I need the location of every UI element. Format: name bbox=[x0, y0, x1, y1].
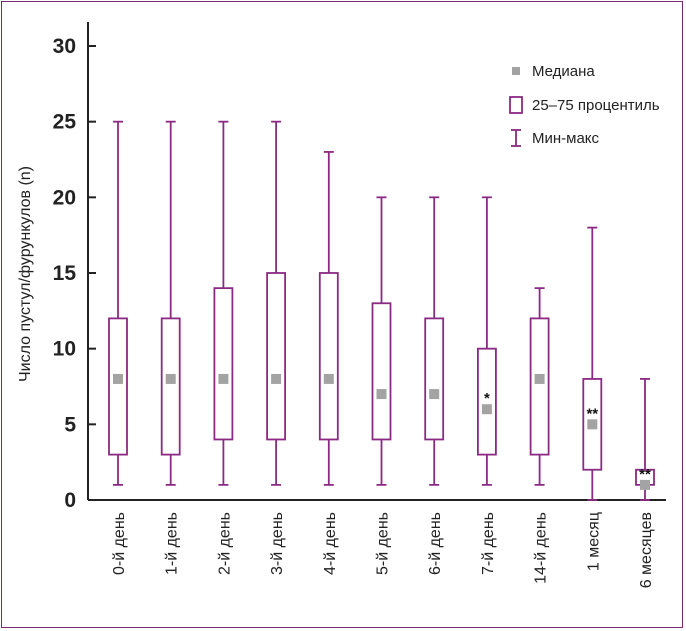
boxes: ***** bbox=[108, 120, 655, 501]
y-ticks: 0 5 10 15 20 25 30 bbox=[53, 35, 96, 512]
x-tick-label: 1-й день bbox=[164, 512, 181, 575]
iqr-box bbox=[371, 302, 392, 441]
legend-iqr-swatch bbox=[509, 96, 523, 114]
x-tick-label: 0-й день bbox=[111, 512, 128, 575]
median-marker bbox=[323, 373, 334, 384]
iqr-box bbox=[424, 317, 445, 441]
box-7: * bbox=[476, 196, 497, 486]
iqr-box bbox=[529, 317, 550, 456]
y-tick-label: 25 bbox=[53, 111, 77, 134]
box-10: ** bbox=[635, 378, 655, 501]
median-marker bbox=[429, 389, 440, 400]
x-tick-label: 4-й день bbox=[322, 512, 339, 575]
iqr-box bbox=[266, 272, 287, 441]
legend-median-label: Медиана bbox=[532, 63, 595, 80]
x-tick-label: 3-й день bbox=[269, 512, 286, 575]
box-9: ** bbox=[582, 226, 603, 501]
legend-iqr-label: 25–75 процентиль bbox=[532, 97, 660, 114]
median-marker bbox=[271, 373, 282, 384]
median-marker bbox=[218, 373, 229, 384]
median-marker bbox=[113, 373, 123, 384]
x-tick-label: 5-й день bbox=[375, 512, 392, 575]
legend-range-label: Мин-макс bbox=[532, 130, 600, 147]
median-marker bbox=[534, 373, 545, 384]
box-1 bbox=[160, 120, 181, 486]
significance-marker: ** bbox=[639, 466, 651, 483]
x-tick-label: 7-й день bbox=[480, 512, 497, 575]
iqr-box bbox=[318, 272, 339, 441]
iqr-box bbox=[213, 287, 234, 441]
legend-range-swatch bbox=[511, 129, 521, 147]
x-tick-label: 14-й день bbox=[533, 512, 550, 584]
iqr-box bbox=[160, 317, 181, 456]
x-tick-label: 2-й день bbox=[216, 512, 233, 575]
box-2 bbox=[213, 120, 234, 486]
median-marker bbox=[165, 373, 176, 384]
y-tick-label: 5 bbox=[64, 413, 76, 436]
iqr-box bbox=[108, 317, 128, 456]
y-tick-label: 20 bbox=[53, 186, 76, 209]
y-tick-label: 15 bbox=[53, 262, 77, 285]
axes bbox=[87, 22, 666, 501]
box-3 bbox=[266, 120, 287, 486]
y-tick-label: 10 bbox=[53, 338, 76, 361]
box-8 bbox=[529, 287, 550, 486]
legend: Медиана 25–75 процентиль Мин-макс bbox=[509, 63, 660, 147]
box-6 bbox=[424, 196, 445, 486]
x-tick-label: 6 месяцев bbox=[638, 512, 655, 588]
box-0 bbox=[108, 120, 128, 486]
median-marker bbox=[376, 389, 387, 400]
significance-marker: ** bbox=[586, 405, 598, 422]
box-4 bbox=[318, 151, 339, 486]
x-tick-label: 1 месяц bbox=[585, 512, 602, 571]
significance-marker: * bbox=[484, 390, 490, 407]
median-marker bbox=[640, 479, 650, 490]
box-5 bbox=[371, 196, 392, 486]
legend-median-swatch bbox=[512, 67, 520, 75]
y-axis-label: Число пустул/фурункулов (n) bbox=[17, 166, 34, 382]
x-tick-label: 6-й день bbox=[427, 512, 444, 575]
y-tick-label: 0 bbox=[64, 489, 76, 512]
y-tick-label: 30 bbox=[53, 35, 76, 58]
iqr-box bbox=[476, 347, 497, 456]
x-labels: 0-й день 1-й день 2-й день 3-й день 4-й день… bbox=[111, 512, 655, 588]
median-marker bbox=[481, 404, 492, 415]
median-marker bbox=[587, 419, 598, 430]
